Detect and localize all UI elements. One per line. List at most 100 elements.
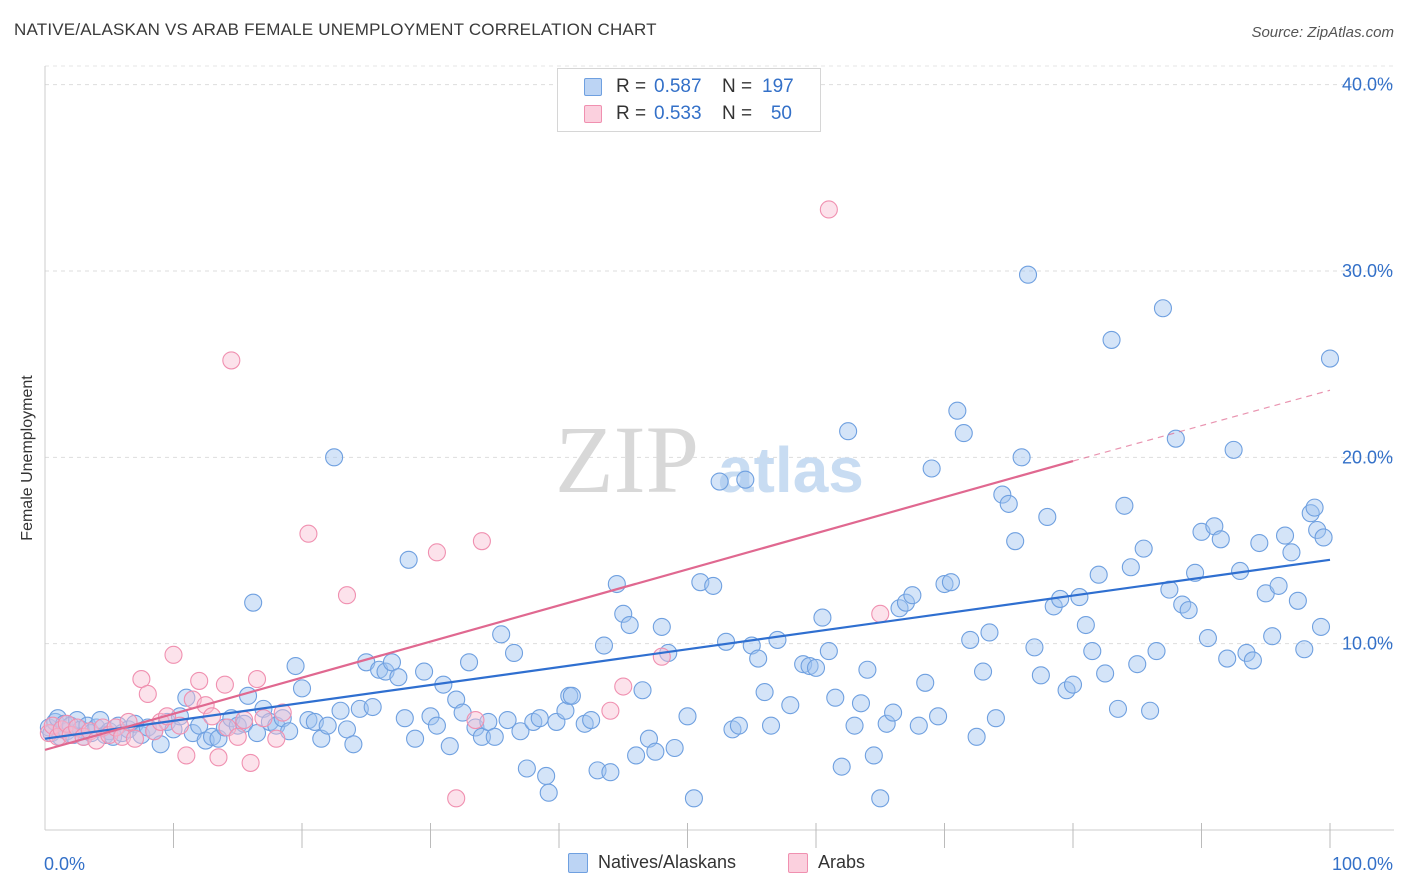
- legend-item-natives[interactable]: Natives/Alaskans: [568, 852, 736, 873]
- natives-point: [244, 593, 263, 612]
- natives-point: [459, 653, 479, 672]
- y-tick-label: 30.0%: [1342, 261, 1393, 281]
- natives-point: [1083, 642, 1102, 661]
- legend-item-arabs[interactable]: Arabs: [788, 852, 865, 873]
- natives-point: [395, 709, 414, 728]
- natives-point: [627, 746, 646, 765]
- natives-point: [973, 662, 993, 681]
- correlation-legend: R = 0.587 N = 197 R = 0.533 N = 50: [557, 68, 821, 132]
- natives-point: [406, 729, 425, 748]
- natives-point: [247, 724, 267, 743]
- natives-point: [986, 709, 1005, 728]
- legend-n-value: 197: [762, 76, 794, 97]
- trend-lines: [44, 389, 1331, 751]
- natives-point: [826, 688, 845, 707]
- natives-point: [1250, 533, 1269, 553]
- natives-point: [1025, 638, 1044, 657]
- natives-point: [1128, 655, 1147, 674]
- natives-point: [839, 422, 858, 441]
- legend-n-value: 50: [770, 103, 792, 124]
- series-arabs-points: [39, 200, 890, 808]
- arabs-point: [222, 351, 241, 370]
- natives-point: [781, 696, 800, 715]
- natives-point: [389, 668, 408, 687]
- natives-point: [1070, 588, 1089, 607]
- legend-swatch-arabs: [584, 105, 602, 123]
- natives-point: [1218, 649, 1237, 668]
- natives-point: [472, 727, 491, 746]
- natives-point: [203, 727, 222, 746]
- natives-point: [1311, 617, 1331, 636]
- natives-point: [511, 722, 530, 741]
- natives-point: [819, 642, 838, 661]
- trend-line-natives: [44, 558, 1331, 740]
- natives-point: [1063, 675, 1083, 694]
- arabs-point: [241, 753, 260, 772]
- natives-point: [1179, 601, 1198, 620]
- natives-point: [1115, 496, 1134, 515]
- natives-point: [1006, 532, 1025, 551]
- legend-label-arabs: Arabs: [818, 852, 866, 872]
- natives-point: [864, 746, 883, 765]
- source-note: Source: ZipAtlas.com: [1251, 24, 1394, 41]
- natives-point: [1141, 701, 1160, 720]
- natives-point: [1305, 498, 1324, 517]
- natives-point: [594, 636, 614, 655]
- natives-point: [1243, 651, 1262, 670]
- natives-point: [1205, 517, 1224, 536]
- series-legend: Natives/Alaskans Arabs: [0, 852, 1406, 876]
- natives-point: [871, 789, 890, 808]
- arabs-point: [652, 647, 671, 666]
- legend-r-label: R =: [616, 103, 647, 124]
- natives-point: [929, 707, 948, 726]
- natives-point: [916, 673, 935, 692]
- natives-point: [909, 716, 928, 735]
- natives-point: [851, 694, 871, 713]
- chart-title: NATIVE/ALASKAN VS ARAB FEMALE UNEMPLOYME…: [14, 20, 657, 39]
- natives-point: [1102, 330, 1121, 349]
- natives-point: [337, 720, 357, 739]
- natives-point: [1275, 526, 1295, 545]
- natives-point: [967, 727, 986, 746]
- natives-point: [1288, 591, 1307, 610]
- legend-label-natives: Natives/Alaskans: [598, 852, 737, 872]
- natives-point: [537, 766, 556, 786]
- arabs-point: [819, 200, 838, 219]
- natives-point: [415, 662, 434, 681]
- grid-lines: [45, 65, 1394, 645]
- natives-point: [614, 604, 633, 623]
- natives-point: [363, 697, 382, 717]
- x-tick-label-max: 100.0%: [1332, 854, 1393, 874]
- natives-point: [382, 653, 402, 672]
- natives-point: [273, 709, 292, 728]
- natives-point: [1018, 265, 1038, 284]
- natives-point: [286, 656, 305, 676]
- arabs-point: [125, 729, 144, 748]
- natives-point: [1012, 448, 1031, 467]
- natives-point: [710, 472, 729, 491]
- natives-point: [768, 630, 787, 649]
- arabs-point: [235, 711, 254, 730]
- arabs-point: [871, 604, 890, 623]
- arabs-point: [177, 746, 196, 765]
- arabs-point: [138, 684, 157, 704]
- legend-swatch-arabs: [788, 852, 808, 873]
- arabs-point: [228, 727, 247, 746]
- natives-point: [601, 763, 620, 782]
- natives-point: [299, 711, 318, 730]
- legend-r-label: R =: [616, 76, 647, 97]
- arabs-point: [215, 675, 234, 694]
- natives-point: [331, 701, 350, 720]
- natives-point: [447, 690, 466, 709]
- natives-point: [440, 737, 459, 756]
- natives-point: [652, 617, 671, 636]
- natives-point: [1038, 507, 1057, 526]
- arabs-point: [254, 709, 273, 728]
- legend-row-arabs: R = 0.533 N = 50: [584, 102, 792, 126]
- natives-point: [1295, 640, 1314, 659]
- natives-point: [716, 632, 736, 651]
- natives-point: [999, 494, 1018, 513]
- natives-point: [344, 735, 363, 754]
- natives-point: [961, 630, 980, 649]
